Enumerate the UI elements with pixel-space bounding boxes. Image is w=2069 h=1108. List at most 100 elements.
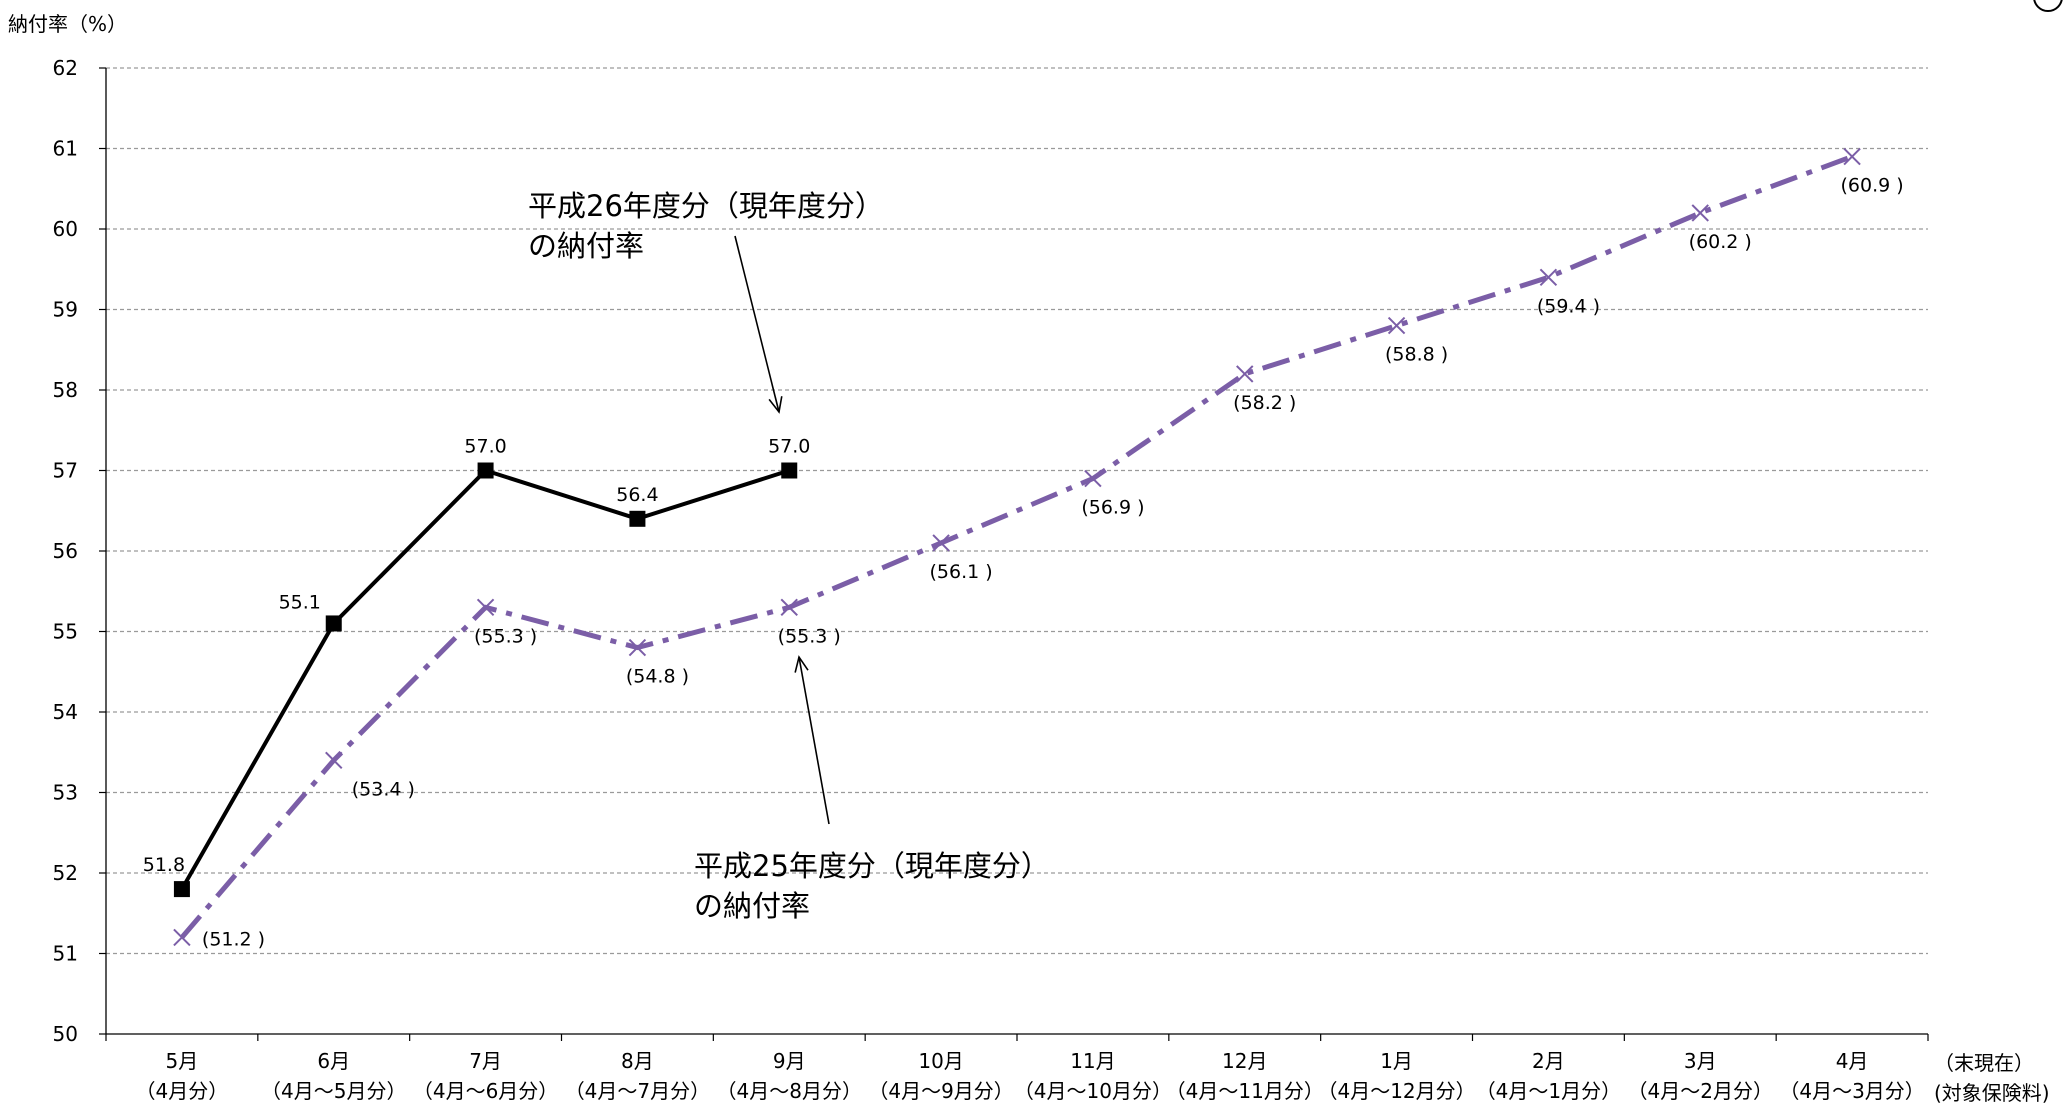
y-tick-label: 58	[53, 378, 78, 402]
arrow-h25	[794, 655, 830, 825]
series-h25-line	[180, 154, 1853, 940]
x-tick-label-month: 8月	[621, 1049, 654, 1073]
data-point-h25	[1387, 316, 1406, 335]
arrow-shaft	[734, 235, 780, 413]
data-point-h25	[628, 638, 647, 657]
x-tick-label-month: 5月	[166, 1049, 199, 1073]
series-h26-line	[180, 468, 790, 891]
data-label-h25: (53.4 )	[352, 778, 415, 800]
x-axis-suffix-line1: （末現在）	[1934, 1051, 2034, 1075]
data-label-h25: (55.3 )	[778, 625, 841, 647]
annotation-h26: 平成26年度分（現年度分） の納付率	[528, 186, 884, 266]
data-point-h25	[1843, 147, 1861, 166]
marker-x-stroke	[173, 928, 191, 947]
marker-x-stroke	[780, 598, 798, 617]
marker-x-stroke	[1691, 204, 1709, 222]
data-label-h26: 57.0	[464, 436, 506, 458]
data-point-h25	[476, 598, 495, 617]
x-tick-label-period: （4月～5月分）	[261, 1079, 406, 1103]
x-tick-label-period: （4月～6月分）	[413, 1079, 558, 1103]
marker-x-stroke	[1539, 268, 1558, 287]
x-axis-suffix-line2: (対象保険料)	[1934, 1081, 2050, 1105]
marker-x-stroke	[1843, 147, 1861, 166]
y-tick-label: 60	[53, 217, 78, 241]
x-tick-label-period: （4月～11月分）	[1166, 1079, 1324, 1103]
x-tick-label-month: 9月	[773, 1049, 806, 1073]
data-point-h25	[1236, 365, 1254, 383]
data-label-h25: (56.1 )	[929, 561, 992, 583]
data-label-h25: (54.8 )	[626, 666, 689, 688]
x-tick-label-month: 6月	[317, 1049, 350, 1073]
annotation-h25-line2: の納付率	[694, 889, 811, 923]
arrowhead	[768, 396, 783, 414]
x-tick-label-month: 11月	[1070, 1049, 1115, 1073]
x-tick-label-period: （4月分）	[136, 1079, 229, 1103]
y-tick-label: 50	[53, 1022, 78, 1046]
x-tick-label-month: 4月	[1836, 1049, 1869, 1073]
data-label-h25: (59.4 )	[1537, 295, 1600, 317]
annotation-h26-line1: 平成26年度分（現年度分）	[528, 189, 884, 223]
marker-x-stroke	[476, 598, 495, 617]
x-tick-label-month: 2月	[1532, 1049, 1565, 1073]
data-point-h26	[173, 881, 190, 898]
x-tick-label-month: 3月	[1684, 1049, 1717, 1073]
data-label-h26: 56.4	[616, 484, 658, 506]
y-axis-title: 納付率（%）	[8, 12, 128, 36]
data-point-h25	[780, 598, 798, 617]
data-label-h25: (56.9 )	[1081, 497, 1144, 519]
x-tick-label-period: （4月～2月分）	[1628, 1079, 1773, 1103]
data-point-h25	[1084, 469, 1102, 488]
x-tick-label-period: （4月～7月分）	[565, 1079, 710, 1103]
marker-x-stroke	[1236, 365, 1254, 383]
data-point-h25	[173, 928, 191, 947]
data-point-h25	[932, 534, 950, 552]
y-tick-label: 61	[53, 137, 78, 161]
y-tick-label: 54	[53, 700, 78, 724]
x-tick-label-period: （4月～9月分）	[868, 1079, 1013, 1103]
y-tick-label: 53	[53, 781, 78, 805]
data-point-h25	[1539, 268, 1558, 287]
x-tick-label-period: （4月～10月分）	[1014, 1079, 1172, 1103]
data-point-h25	[1691, 204, 1709, 222]
x-tick-label-period: （4月～1月分）	[1476, 1079, 1621, 1103]
arrow-h26	[734, 235, 783, 414]
x-tick-label-month: 12月	[1222, 1049, 1267, 1073]
data-label-h25: (58.8 )	[1385, 344, 1448, 366]
data-point-h26	[477, 462, 494, 479]
arrow-shaft	[798, 656, 830, 825]
data-point-h26	[781, 462, 798, 479]
y-tick-label: 57	[53, 459, 78, 483]
data-label-h25: (55.3 )	[474, 625, 537, 647]
marker-x-stroke	[325, 751, 343, 770]
data-label-h25: (58.2 )	[1233, 392, 1296, 414]
y-tick-label: 59	[53, 298, 78, 322]
arrowhead	[794, 655, 809, 673]
data-label-h25: (51.2 )	[202, 928, 265, 950]
y-tick-label: 55	[53, 620, 78, 644]
data-label-h25: (60.2 )	[1689, 231, 1752, 253]
x-tick-label-period: （4月～3月分）	[1779, 1079, 1924, 1103]
data-label-h26: 55.1	[279, 591, 321, 613]
y-tick-label: 52	[53, 861, 78, 885]
annotation-h25: 平成25年度分（現年度分） の納付率	[694, 846, 1050, 926]
marker-x-stroke	[932, 534, 950, 552]
data-point-h26	[629, 510, 646, 527]
marker-x-stroke	[628, 638, 647, 657]
data-label-h26: 57.0	[768, 436, 810, 458]
x-tick-label-month: 10月	[918, 1049, 963, 1073]
annotation-h25-line1: 平成25年度分（現年度分）	[694, 849, 1050, 883]
y-tick-label: 51	[53, 942, 78, 966]
x-tick-label-month: 1月	[1380, 1049, 1413, 1073]
x-tick-label-month: 7月	[469, 1049, 502, 1073]
x-tick-label-period: （4月～8月分）	[717, 1079, 862, 1103]
marker-x-stroke	[1084, 469, 1102, 488]
marker-x-stroke	[1387, 316, 1406, 335]
annotation-h26-line2: の納付率	[528, 229, 645, 263]
data-label-h26: 51.8	[143, 854, 185, 876]
y-tick-label: 62	[53, 56, 78, 80]
data-label-h25: (60.9 )	[1840, 175, 1903, 197]
data-point-h25	[325, 751, 343, 770]
x-tick-label-period: （4月～12月分）	[1317, 1079, 1475, 1103]
data-point-h26	[325, 615, 342, 632]
